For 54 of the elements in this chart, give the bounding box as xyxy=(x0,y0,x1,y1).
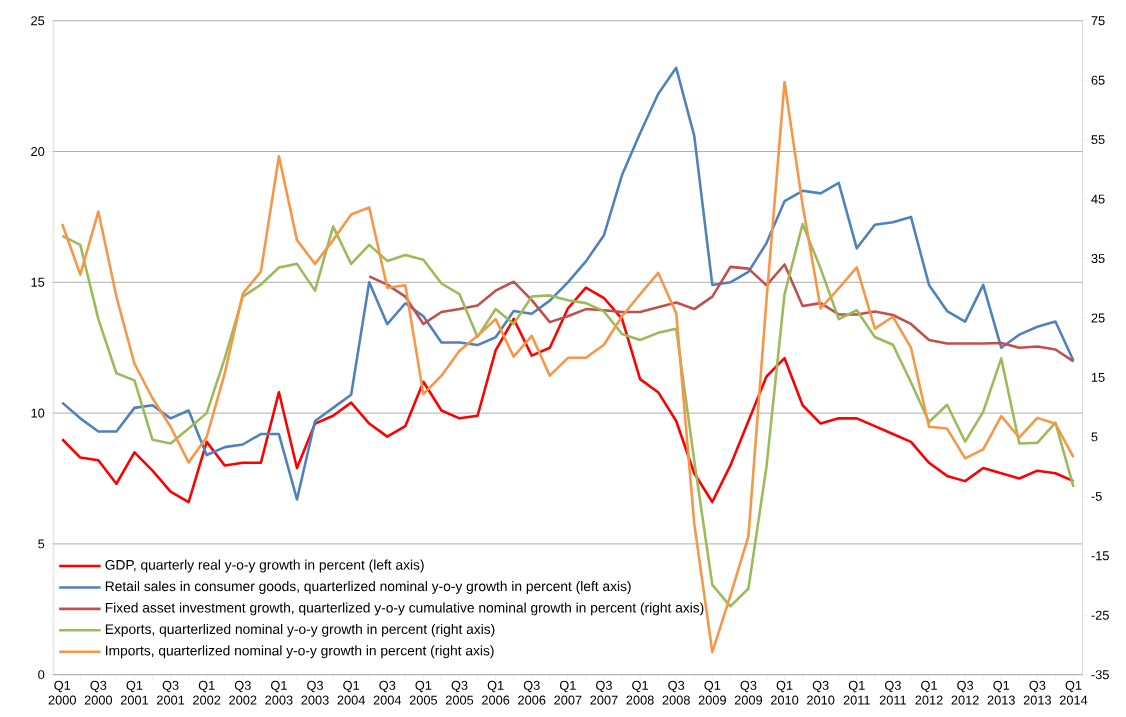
x-tick-label: Q3 2002 xyxy=(229,680,257,705)
y2-tick-label: -15 xyxy=(1091,551,1109,561)
line-series xyxy=(60,286,1075,504)
x-tick-label: Q1 2014 xyxy=(1059,680,1088,705)
x-tick-label: Q3 2003 xyxy=(301,680,329,705)
x-tick-label: Q1 2004 xyxy=(337,680,366,705)
x-tick-label: Q3 2007 xyxy=(590,680,618,705)
y2-tick-label: -35 xyxy=(1091,670,1109,680)
y2-tick-label: 45 xyxy=(1091,194,1105,204)
x-tick-label: Q3 2006 xyxy=(518,680,546,705)
x-tick-label: Q1 2007 xyxy=(554,680,582,705)
y-tick-label: 0 xyxy=(38,670,45,680)
x-tick-label: Q3 2008 xyxy=(662,680,690,705)
x-tick-label: Q1 2012 xyxy=(915,680,943,705)
y-tick-label: 25 xyxy=(31,16,45,26)
y-tick-label: 20 xyxy=(31,146,45,156)
legend-label: Imports, quarterlized nominal y-o-y growth in percent (right axis) xyxy=(106,645,494,659)
x-tick-label: Q1 2005 xyxy=(409,680,438,705)
y2-tick-label: 15 xyxy=(1091,372,1105,382)
legend-label: Exports, quarterlized nominal y-o-y growth in percent (right axis) xyxy=(105,623,495,637)
legend-label: Fixed asset investment growth, quarterlized y-o-y cumulative nominal growth in percent (right axis) xyxy=(105,602,704,616)
y2-tick-label: 25 xyxy=(1091,313,1105,323)
x-tick-label: Q1 2002 xyxy=(193,680,221,705)
x-tick-label: Q1 2010 xyxy=(770,680,799,705)
y2-tick-label: 65 xyxy=(1091,75,1105,85)
legend-label: GDP, quarterly real y-o-y growth in percent (left axis) xyxy=(105,559,424,573)
x-tick-label: Q3 2009 xyxy=(734,680,763,705)
x-tick-label: Q3 2005 xyxy=(445,680,474,705)
x-tick-label: Q3 2011 xyxy=(879,680,907,705)
x-tick-label: Q3 2012 xyxy=(951,680,979,705)
x-tick-label: Q1 2003 xyxy=(265,680,293,705)
y2-tick-label: -5 xyxy=(1091,491,1102,501)
legend-label: Retail sales in consumer goods, quarterlized nominal y-o-y growth in percent (left axis) xyxy=(105,580,631,594)
x-tick-label: Q3 2013 xyxy=(1023,680,1052,705)
y2-tick-label: 35 xyxy=(1091,253,1105,263)
y2-tick-label: 55 xyxy=(1091,135,1105,145)
x-tick-label: Q1 2001 xyxy=(120,680,149,705)
y-tick-label: 5 xyxy=(38,539,45,549)
line-series xyxy=(60,66,1075,501)
x-tick-label: Q1 2013 xyxy=(987,680,1015,705)
y2-tick-label: 5 xyxy=(1091,432,1098,442)
x-tick-label: Q1 2009 xyxy=(698,680,726,705)
x-tick-label: Q3 2010 xyxy=(807,680,835,705)
x-tick-label: Q3 2000 xyxy=(84,680,113,705)
x-tick-label: Q1 2006 xyxy=(482,680,510,705)
y-tick-label: 15 xyxy=(31,277,45,287)
y2-tick-label: -25 xyxy=(1091,610,1109,620)
x-tick-label: Q1 2000 xyxy=(48,680,76,705)
x-tick-label: Q1 2011 xyxy=(843,680,870,705)
x-tick-label: Q3 2001 xyxy=(156,680,185,705)
y2-tick-label: 75 xyxy=(1091,16,1105,26)
y-tick-label: 10 xyxy=(31,408,45,418)
x-tick-label: Q3 2004 xyxy=(373,680,402,705)
x-tick-label: Q1 2008 xyxy=(626,680,654,705)
